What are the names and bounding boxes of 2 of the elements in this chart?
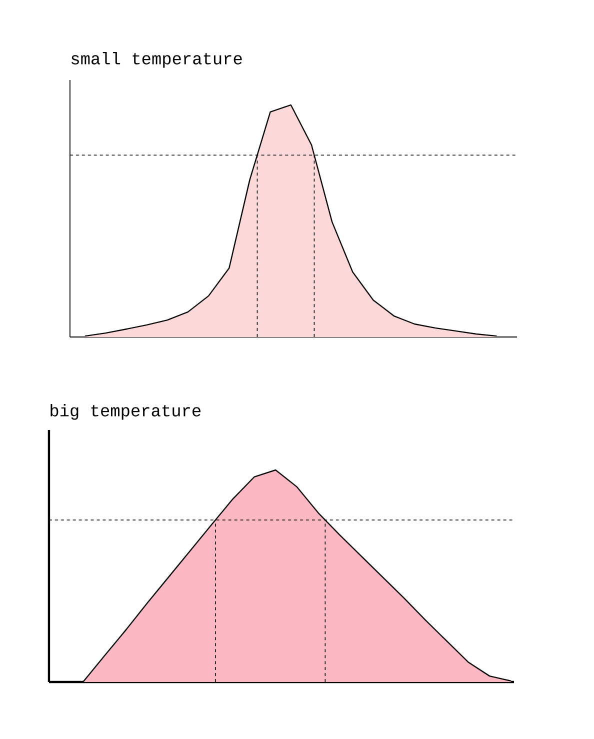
chart-title: small temperature	[72, 52, 242, 68]
chart-title: big temperature	[50, 404, 200, 420]
